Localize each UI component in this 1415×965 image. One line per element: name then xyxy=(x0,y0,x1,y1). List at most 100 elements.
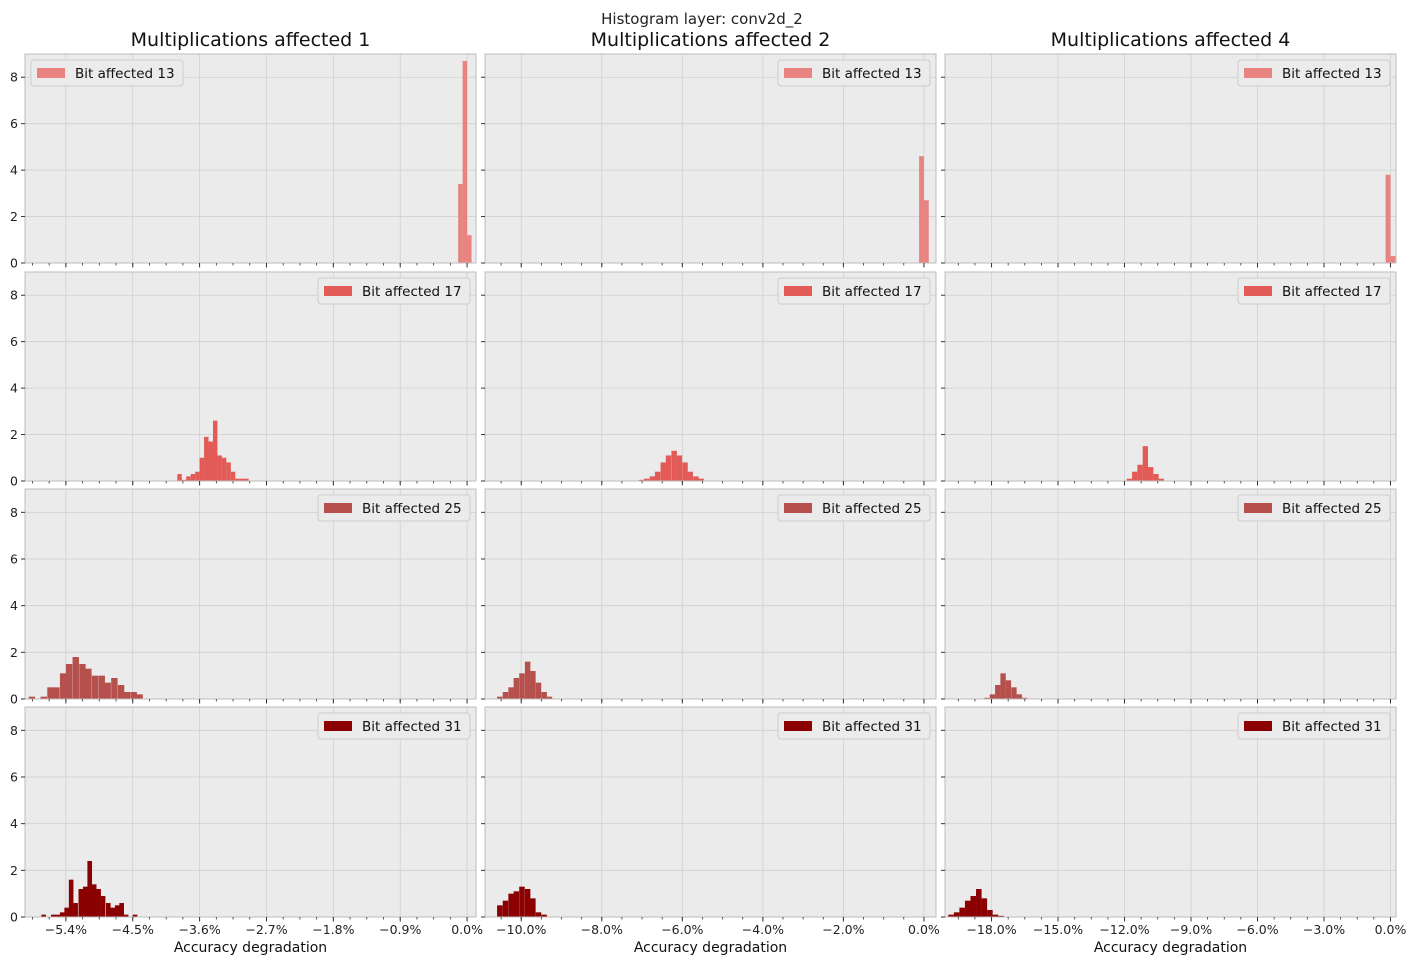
plot-frame xyxy=(944,488,1397,700)
y-tick-label: 4 xyxy=(10,598,18,613)
plot-frame xyxy=(484,53,937,264)
histogram-bar xyxy=(976,889,982,917)
legend-label: Bit affected 17 xyxy=(362,284,462,300)
histogram-bar xyxy=(919,156,924,263)
histogram-bar xyxy=(970,896,977,917)
legend: Bit affected 17 xyxy=(317,277,471,305)
histogram-bar xyxy=(114,905,120,917)
plot-area xyxy=(945,272,1396,481)
plot-area xyxy=(485,54,936,263)
histogram-bar xyxy=(111,678,118,699)
histogram-bar xyxy=(239,478,245,481)
legend-label: Bit affected 31 xyxy=(1282,719,1382,735)
histogram-bar xyxy=(123,914,129,917)
x-tick-label: 0.0% xyxy=(908,922,940,937)
legend-label: Bit affected 25 xyxy=(1282,501,1382,517)
histogram-bar xyxy=(998,915,1004,917)
histogram-bar xyxy=(186,476,191,481)
legend: Bit affected 25 xyxy=(317,494,471,522)
y-tick-label: 6 xyxy=(10,552,18,567)
legend-label: Bit affected 31 xyxy=(362,719,462,735)
histogram-bar xyxy=(73,903,78,917)
histogram-bar xyxy=(524,889,531,917)
plot-area xyxy=(25,54,476,263)
panel-1-2: 0 2 4 6 8 Bit affected 17 xyxy=(10,271,477,489)
legend: Bit affected 31 xyxy=(777,712,931,740)
legend-label: Bit affected 13 xyxy=(822,66,922,82)
histogram-bar xyxy=(217,455,222,481)
legend-swatch xyxy=(784,721,812,731)
plot-area xyxy=(25,489,476,699)
histogram-bar xyxy=(98,675,105,699)
y-tick-label: 6 xyxy=(10,334,18,349)
histogram-bar xyxy=(502,692,509,699)
histogram-bar xyxy=(519,886,525,917)
histogram-bar xyxy=(65,664,73,699)
x-axis-label-2: Accuracy degradation xyxy=(634,940,787,956)
legend-box xyxy=(777,277,931,305)
legend-box xyxy=(777,712,931,740)
y-tick-label: 0 xyxy=(10,910,18,925)
histogram-bar xyxy=(989,694,996,699)
plot-frame xyxy=(484,706,937,918)
x-tick-label: 0.0% xyxy=(1375,922,1407,937)
x-tick-label: −12.0% xyxy=(1099,922,1149,937)
histogram-bar xyxy=(64,907,69,917)
histogram-bar xyxy=(953,912,960,917)
plot-area xyxy=(485,707,936,917)
legend: Bit affected 17 xyxy=(1237,277,1391,305)
histogram-bar xyxy=(995,685,1001,699)
histogram-bar xyxy=(1016,694,1022,699)
histogram-bar xyxy=(1021,697,1028,699)
legend-swatch xyxy=(784,503,812,513)
x-tick-label: −8.0% xyxy=(581,922,623,937)
histogram-bar xyxy=(502,900,509,917)
histogram-bar xyxy=(136,694,143,699)
legend-label: Bit affected 17 xyxy=(822,284,922,300)
histogram-bar xyxy=(91,884,97,917)
y-tick-label: 8 xyxy=(10,70,18,85)
panel-2-2: Bit affected 17 xyxy=(481,271,937,486)
histogram-bar xyxy=(948,914,954,917)
histogram-bar xyxy=(123,692,131,699)
legend-label: Bit affected 13 xyxy=(1282,66,1382,82)
histogram-bar xyxy=(546,696,553,699)
histogram-bar xyxy=(660,462,667,481)
x-tick-label: −2.7% xyxy=(245,922,287,937)
plot-frame xyxy=(944,271,1397,482)
y-tick-label: 6 xyxy=(10,770,18,785)
legend: Bit affected 31 xyxy=(317,712,471,740)
plot-frame xyxy=(24,53,477,264)
y-tick-label: 8 xyxy=(10,288,18,303)
histogram-bar xyxy=(181,479,187,481)
histogram-bar xyxy=(1126,478,1133,481)
histogram-bar xyxy=(190,474,196,481)
histogram-bar xyxy=(1000,673,1006,699)
x-tick-label: −1.8% xyxy=(312,922,354,937)
histogram-bar xyxy=(1148,467,1154,481)
histogram-bar xyxy=(177,474,182,481)
x-tick-label: −2.0% xyxy=(822,922,864,937)
plot-frame xyxy=(484,271,937,482)
legend-swatch xyxy=(324,503,352,513)
histogram-bar xyxy=(79,664,86,699)
legend: Bit affected 13 xyxy=(777,59,931,87)
legend: Bit affected 13 xyxy=(1237,59,1391,87)
plot-frame xyxy=(484,488,937,700)
histogram-bar xyxy=(458,184,463,263)
histogram-bar xyxy=(59,673,67,699)
legend-box xyxy=(317,277,471,305)
histogram-bar xyxy=(987,910,993,917)
y-tick-label: 2 xyxy=(10,863,18,878)
histogram-bar xyxy=(676,455,683,481)
histogram-bar xyxy=(959,907,965,917)
histogram-bar xyxy=(1137,464,1143,481)
histogram-bar xyxy=(105,903,111,917)
x-tick-label: −15.0% xyxy=(1033,922,1083,937)
legend-swatch xyxy=(1244,721,1272,731)
histogram-bar xyxy=(87,861,93,917)
x-tick-label: −6.0% xyxy=(661,922,703,937)
y-tick-label: 0 xyxy=(10,256,18,271)
histogram-bar xyxy=(462,60,468,263)
histogram-bar xyxy=(535,912,542,917)
